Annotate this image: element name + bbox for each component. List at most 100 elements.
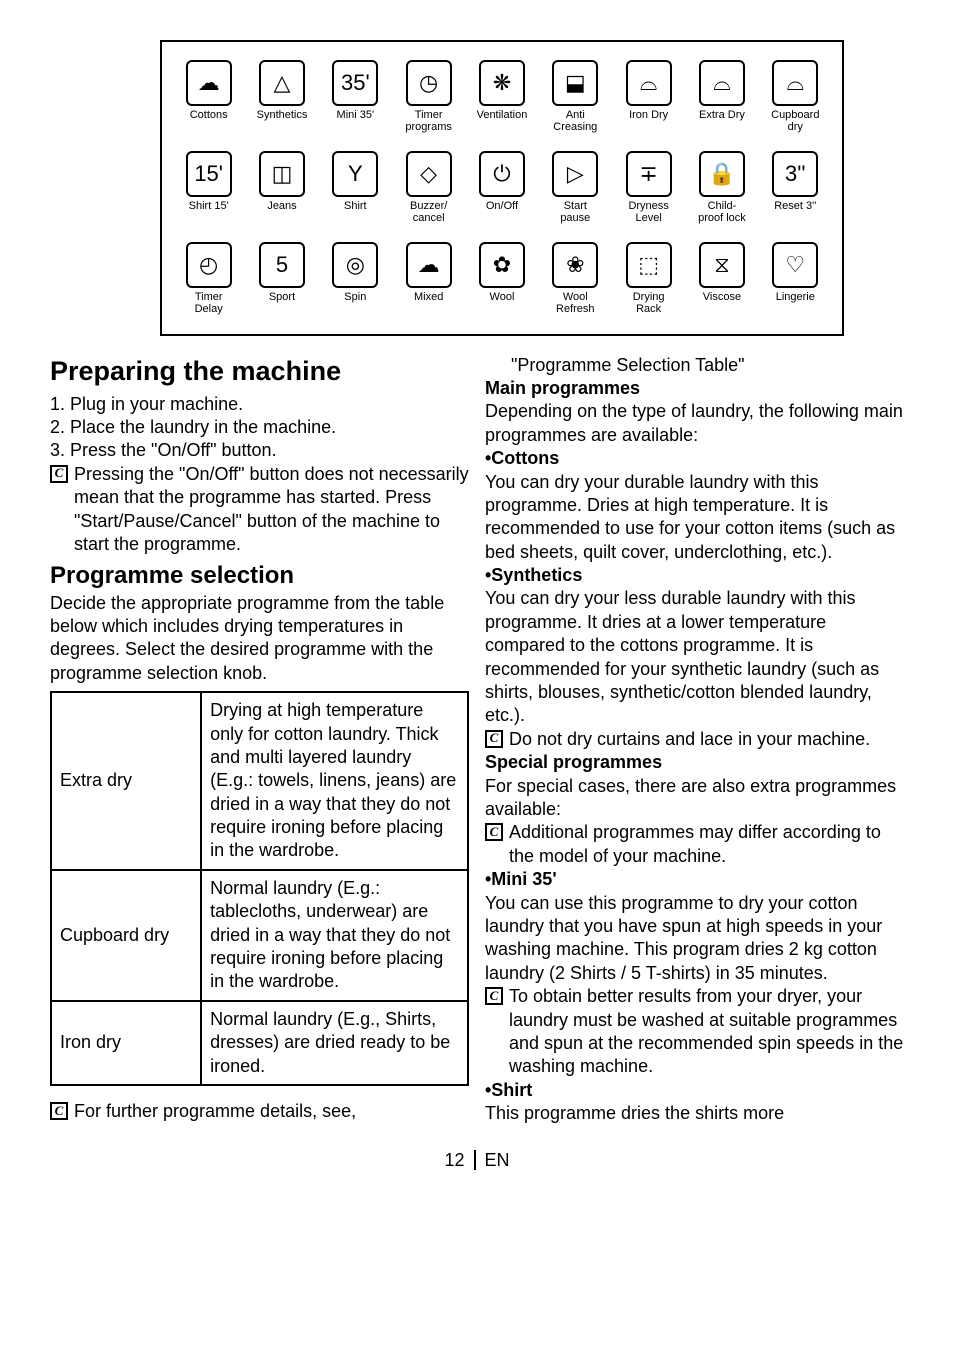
icon-label: Ventilation (477, 109, 528, 121)
icon-label: Buzzer/ cancel (402, 200, 455, 224)
program-icon: 🔒 (699, 151, 745, 197)
program-icon: ♡ (772, 242, 818, 288)
icon-row: 15'Shirt 15'◫JeansYShirt◇Buzzer/ cancel⏻… (182, 151, 822, 224)
icon-label: Child-proof lock (695, 200, 748, 224)
icon-cell: ⌓ Extra Dry (695, 60, 748, 133)
icon-label: Synthetics (257, 109, 308, 121)
icon-cell: △Synthetics (255, 60, 308, 133)
icon-label: Shirt 15' (189, 200, 229, 212)
icon-label: Shirt (344, 200, 367, 212)
note-text: Do not dry curtains and lace in your mac… (509, 728, 904, 751)
icon-label: Drying Rack (622, 291, 675, 315)
main-intro: Depending on the type of laundry, the fo… (485, 400, 904, 447)
programme-name: Iron dry (51, 1001, 201, 1085)
icon-label: Wool Refresh (549, 291, 602, 315)
icon-label: On/Off (486, 200, 518, 212)
program-icon: ❀ (552, 242, 598, 288)
progtable-ref: "Programme Selection Table" (485, 354, 904, 377)
program-icon: ∓ (626, 151, 672, 197)
info-icon: C (485, 987, 503, 1005)
page-number: 12 (444, 1150, 464, 1170)
icon-cell: Y Shirt (329, 151, 382, 224)
program-icon: ⬓ (552, 60, 598, 106)
icon-label: Timer Delay (182, 291, 235, 315)
icon-label: Jeans (267, 200, 296, 212)
icon-label: Timer programs (402, 109, 455, 133)
info-icon: C (485, 730, 503, 748)
heading-synthetics: •Synthetics (485, 564, 904, 587)
heading-special-programmes: Special programmes (485, 751, 904, 774)
content-columns: Preparing the machine 1. Plug in your ma… (50, 354, 904, 1126)
icon-cell: ◴Timer Delay (182, 242, 235, 315)
table-row: Cupboard dryNormal laundry (E.g.: tablec… (51, 870, 468, 1001)
icon-row: ◴Timer Delay 5 Sport ◎Spin ☁Mixed ✿ Wool ❀ Wool … (182, 242, 822, 315)
page-footer: 12 EN (50, 1149, 904, 1172)
program-icon: 35' (332, 60, 378, 106)
program-icon: ◇ (406, 151, 452, 197)
icon-label: Spin (344, 291, 366, 303)
note-text: Pressing the "On/Off" button does not ne… (74, 463, 469, 557)
synthetics-body: You can dry your less durable laundry wi… (485, 587, 904, 727)
step-item: 3. Press the "On/Off" button. (50, 439, 469, 462)
icon-label: Reset 3'' (774, 200, 816, 212)
icon-cell: 5 Sport (255, 242, 308, 315)
program-icon: Y (332, 151, 378, 197)
program-icon: ☁ (186, 60, 232, 106)
icon-cell: ❀ Wool Refresh (549, 242, 602, 315)
icon-label: Lingerie (776, 291, 815, 303)
heading-cottons: •Cottons (485, 447, 904, 470)
program-icon: 15' (186, 151, 232, 197)
icon-panel: ☁Cottons△Synthetics35'Mini 35'◷Timer pro… (160, 40, 844, 336)
heading-mini35: •Mini 35' (485, 868, 904, 891)
icon-label: Wool (490, 291, 515, 303)
icon-cell: 3''Reset 3'' (769, 151, 822, 224)
program-icon: ⬚ (626, 242, 672, 288)
program-icon: ⌓ (626, 60, 672, 106)
heading-preparing: Preparing the machine (50, 354, 469, 389)
icon-label: Cupboard dry (769, 109, 822, 133)
program-icon: ⌓ (699, 60, 745, 106)
program-icon: ⏻ (479, 151, 525, 197)
footer-divider (474, 1150, 476, 1170)
cottons-body: You can dry your durable laundry with th… (485, 471, 904, 565)
program-icon: 5 (259, 242, 305, 288)
icon-cell: ∓ Dryness Level (622, 151, 675, 224)
programme-desc: Drying at high temperature only for cott… (201, 692, 468, 870)
icon-cell: ⬓ Anti Creasing (549, 60, 602, 133)
program-icon: ✿ (479, 242, 525, 288)
heading-main-programmes: Main programmes (485, 377, 904, 400)
icon-label: Start pause (549, 200, 602, 224)
icon-cell: ⏻ On/Off (475, 151, 528, 224)
left-column: Preparing the machine 1. Plug in your ma… (50, 354, 469, 1126)
table-row: Iron dryNormal laundry (E.g., Shirts, dr… (51, 1001, 468, 1085)
icon-cell: ✿ Wool (475, 242, 528, 315)
icon-row: ☁Cottons△Synthetics35'Mini 35'◷Timer pro… (182, 60, 822, 133)
info-icon: C (50, 1102, 68, 1120)
icon-cell: ☁Mixed (402, 242, 455, 315)
programme-desc: Normal laundry (E.g., Shirts, dresses) a… (201, 1001, 468, 1085)
icon-cell: ♡ Lingerie (769, 242, 822, 315)
note-curtains: C Do not dry curtains and lace in your m… (485, 728, 904, 751)
icon-cell: ⬚ Drying Rack (622, 242, 675, 315)
note-additional: C Additional programmes may differ accor… (485, 821, 904, 868)
page-lang: EN (485, 1150, 510, 1170)
heading-shirt: •Shirt (485, 1079, 904, 1102)
mini35-body: You can use this programme to dry your c… (485, 892, 904, 986)
note-text: For further programme details, see, (74, 1100, 469, 1123)
note-better-results: C To obtain better results from your dry… (485, 985, 904, 1079)
program-icon: ❋ (479, 60, 525, 106)
program-icon: ⧖ (699, 242, 745, 288)
step-item: 2. Place the laundry in the machine. (50, 416, 469, 439)
icon-cell: ❋ Ventilation (475, 60, 528, 133)
heading-programme-selection: Programme selection (50, 560, 469, 591)
note-further: C For further programme details, see, (50, 1100, 469, 1123)
icon-cell: ⌓Cupboard dry (769, 60, 822, 133)
icon-label: Sport (269, 291, 295, 303)
note-onoff: C Pressing the "On/Off" button does not … (50, 463, 469, 557)
icon-label: Anti Creasing (549, 109, 602, 133)
right-column: "Programme Selection Table" Main program… (485, 354, 904, 1126)
icon-cell: ◎Spin (329, 242, 382, 315)
icon-label: Dryness Level (622, 200, 675, 224)
icon-label: Extra Dry (699, 109, 745, 121)
icon-cell: ◇ Buzzer/ cancel (402, 151, 455, 224)
